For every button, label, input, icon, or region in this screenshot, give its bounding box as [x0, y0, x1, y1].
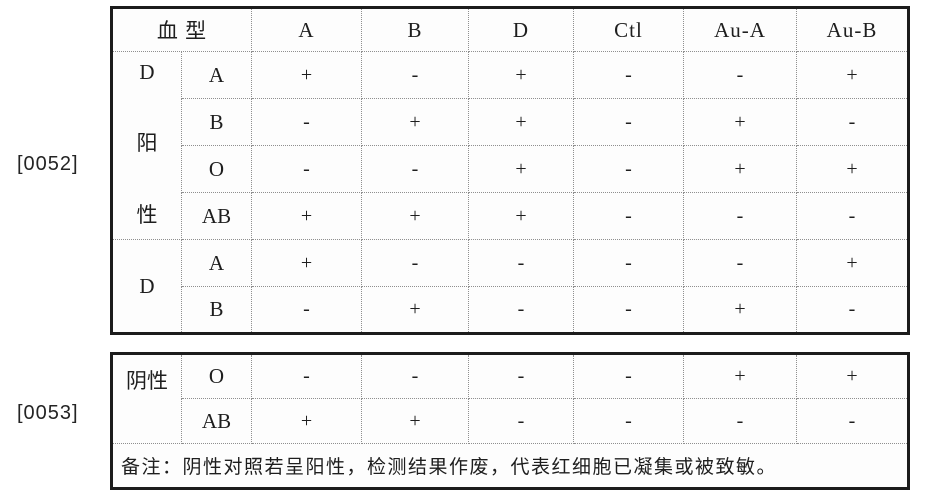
table-row: AB + + + - - -: [112, 192, 909, 240]
result-cell: +: [796, 239, 909, 287]
table-row: D A + - - - - +: [111, 239, 909, 334]
blood-type-label: A: [181, 239, 252, 287]
paragraph-number-0052: [0052]: [17, 153, 79, 175]
result-cell: -: [468, 398, 574, 444]
result-cell: -: [573, 51, 684, 99]
blood-type-label: AB: [181, 398, 252, 444]
result-cell: -: [573, 239, 684, 287]
result-cell: -: [468, 353, 574, 399]
result-cell: -: [573, 145, 684, 193]
result-cell: -: [573, 192, 684, 240]
table-header-row: 血 型 A B D Ctl Au-A Au-B: [111, 7, 909, 52]
group-char: 阳: [136, 130, 158, 155]
result-cell: +: [796, 353, 909, 399]
row-group-negative: 阴性: [111, 353, 182, 444]
result-cell: -: [251, 353, 362, 399]
result-cell: -: [683, 398, 797, 444]
header-col-d: D: [468, 7, 574, 52]
result-cell: +: [468, 192, 574, 240]
table-row: D 阳 性 A + - + - - +: [111, 51, 909, 240]
table-row: O - - + - + +: [112, 145, 909, 193]
group-label-stack: D 阳 性: [113, 53, 181, 239]
table-row: 阴性 O - - - - + +: [111, 353, 909, 444]
table-row: B - + - - + -: [112, 286, 909, 334]
result-cell: +: [796, 145, 909, 193]
blood-type-label: O: [181, 145, 252, 193]
result-cell: -: [361, 239, 469, 287]
result-cell: -: [573, 286, 684, 334]
header-col-au-a: Au-A: [683, 7, 797, 52]
result-cell: +: [683, 145, 797, 193]
blood-type-label: A: [181, 51, 252, 99]
result-cell: -: [468, 239, 574, 287]
result-cell: -: [683, 51, 797, 99]
row-group-d-positive: D 阳 性: [111, 51, 182, 240]
result-cell: +: [683, 286, 797, 334]
blood-type-label: AB: [181, 192, 252, 240]
result-cell: -: [573, 353, 684, 399]
result-cell: -: [683, 192, 797, 240]
result-cell: +: [361, 192, 469, 240]
header-blood-type: 血 型: [111, 7, 252, 52]
result-cell: -: [251, 286, 362, 334]
result-cell: +: [251, 239, 362, 287]
blood-type-label: B: [181, 286, 252, 334]
result-cell: +: [468, 145, 574, 193]
blood-type-label: B: [181, 98, 252, 146]
paragraph-number-0053: [0053]: [17, 402, 79, 424]
blood-type-label: O: [181, 353, 252, 399]
table-row: B - + + - + -: [112, 98, 909, 146]
result-cell: -: [361, 145, 469, 193]
result-cell: +: [361, 398, 469, 444]
result-cell: -: [573, 398, 684, 444]
result-cell: +: [683, 353, 797, 399]
blood-type-results-table-positive: 血 型 A B D Ctl Au-A Au-B D 阳 性 A + -: [110, 6, 910, 335]
result-cell: -: [251, 145, 362, 193]
group-char: D: [139, 59, 155, 84]
result-cell: +: [251, 192, 362, 240]
table-note: 备注：阴性对照若呈阳性，检测结果作废，代表红细胞已凝集或被致敏。: [111, 443, 909, 489]
result-cell: -: [796, 398, 909, 444]
blood-type-results-table-negative: 阴性 O - - - - + + AB + + - - - - 备注：阴性对照若…: [110, 352, 910, 490]
table-note-row: 备注：阴性对照若呈阳性，检测结果作废，代表红细胞已凝集或被致敏。: [111, 443, 909, 489]
header-col-au-b: Au-B: [796, 7, 909, 52]
result-cell: +: [796, 51, 909, 99]
result-cell: -: [361, 353, 469, 399]
table-row: AB + + - - - -: [112, 398, 909, 444]
header-col-a: A: [251, 7, 362, 52]
result-cell: +: [251, 51, 362, 99]
result-cell: +: [683, 98, 797, 146]
result-cell: +: [361, 98, 469, 146]
result-cell: -: [796, 192, 909, 240]
result-cell: -: [361, 51, 469, 99]
header-col-ctl: Ctl: [573, 7, 684, 52]
result-cell: +: [361, 286, 469, 334]
result-cell: +: [468, 98, 574, 146]
result-cell: -: [251, 98, 362, 146]
row-group-d: D: [111, 239, 182, 334]
result-cell: +: [468, 51, 574, 99]
result-cell: -: [573, 98, 684, 146]
result-cell: -: [796, 286, 909, 334]
result-cell: -: [796, 98, 909, 146]
result-cell: -: [468, 286, 574, 334]
header-col-b: B: [361, 7, 469, 52]
group-char: 性: [136, 202, 158, 227]
result-cell: -: [683, 239, 797, 287]
result-cell: +: [251, 398, 362, 444]
